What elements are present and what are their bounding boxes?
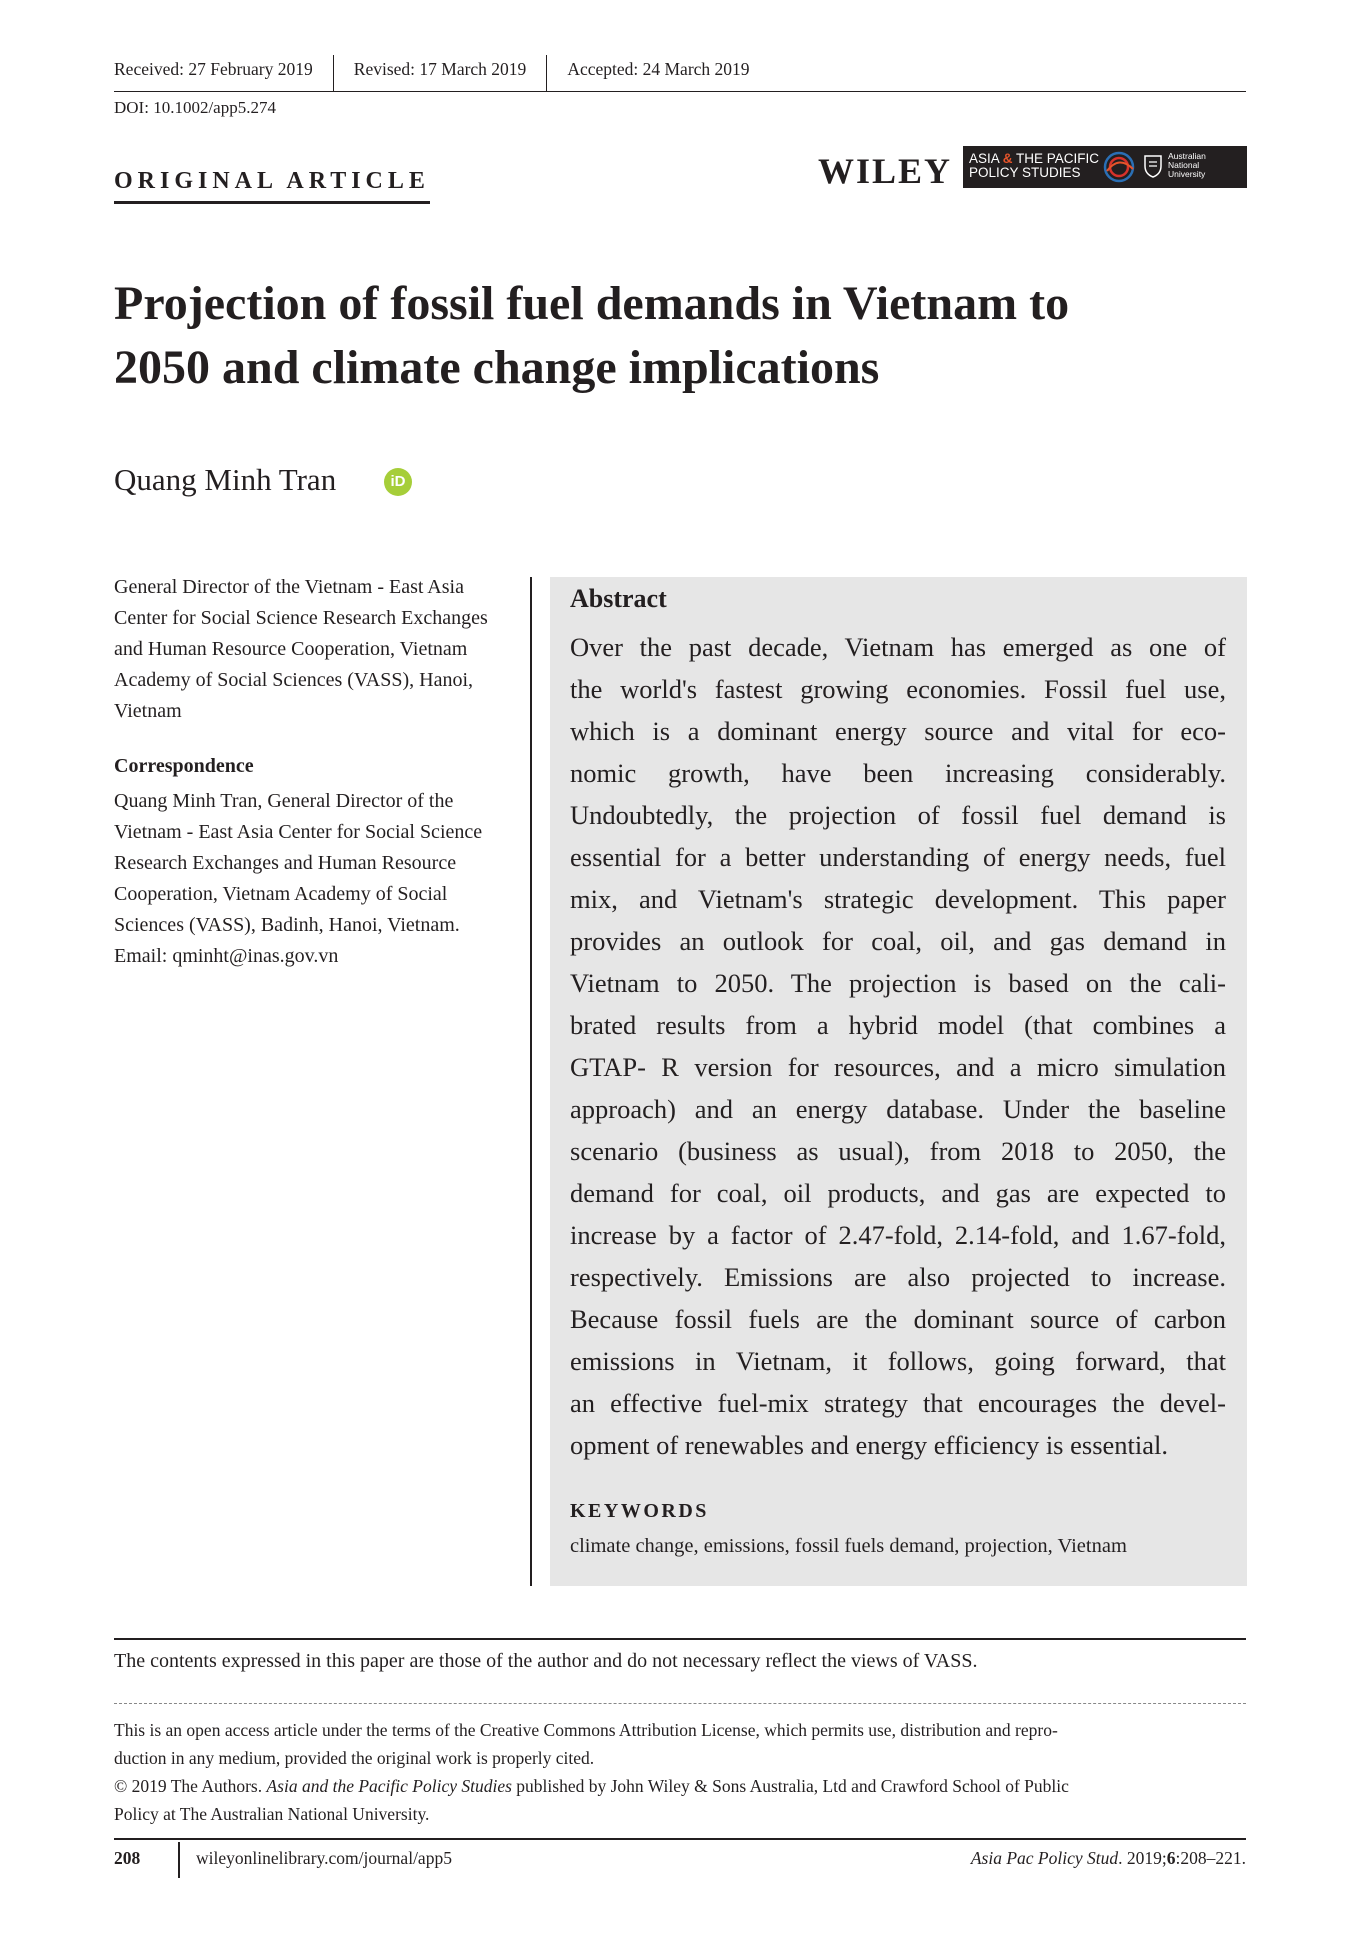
copyright-journal: Asia and the Pacific Policy Studies bbox=[266, 1776, 512, 1796]
cite-volume: 6 bbox=[1166, 1848, 1176, 1868]
abstract-line: respectively. Emissions are also project… bbox=[570, 1262, 1226, 1292]
copyright-text-b: published by John Wiley & Sons Australia… bbox=[511, 1776, 1069, 1796]
abstract-line: Over the past decade, Vietnam has emerge… bbox=[570, 632, 1226, 662]
publisher-logo: WILEY bbox=[818, 151, 953, 191]
copyright-line-2: Policy at The Australian National Univer… bbox=[114, 1804, 430, 1824]
correspondence-email[interactable]: Email: qminht@inas.gov.vn bbox=[114, 945, 339, 967]
abstract-line: Undoubtedly, the projection of fossil fu… bbox=[570, 800, 1226, 830]
keywords-heading: KEYWORDS bbox=[570, 1500, 709, 1522]
abstract-line: Vietnam to 2050. The projection is based… bbox=[570, 968, 1226, 998]
abstract-line: Because fossil fuels are the dominant so… bbox=[570, 1304, 1226, 1334]
author-name[interactable]: Quang Minh Tran bbox=[114, 462, 337, 497]
journal-logo-text-a: ASIA bbox=[969, 151, 1003, 166]
abstract-line: mix, and Vietnam's strategic development… bbox=[570, 884, 1226, 914]
abstract-line: opment of renewables and energy efficien… bbox=[570, 1430, 1168, 1460]
abstract-line: scenario (business as usual), from 2018 … bbox=[570, 1136, 1226, 1166]
abstract-line: the world's fastest growing economies. F… bbox=[570, 674, 1226, 704]
abstract-heading: Abstract bbox=[570, 584, 667, 613]
correspondence-text: Quang Minh Tran, General Director of the… bbox=[114, 790, 483, 936]
cite-year: . 2019; bbox=[1118, 1848, 1167, 1868]
abstract-line: nomic growth, have been increasing consi… bbox=[570, 758, 1226, 788]
abstract-line: increase by a factor of 2.47-fold, 2.14-… bbox=[570, 1220, 1226, 1250]
anu-line2: National bbox=[1168, 160, 1200, 170]
abstract-line: essential for a better understanding of … bbox=[570, 842, 1226, 872]
column-divider bbox=[530, 577, 532, 1586]
author-affiliation: General Director of the Vietnam - East A… bbox=[114, 576, 488, 722]
doi[interactable]: DOI: 10.1002/app5.274 bbox=[114, 98, 276, 117]
abstract-line: demand for coal, oil products, and gas a… bbox=[570, 1178, 1226, 1208]
title-line-1: Projection of fossil fuel demands in Vie… bbox=[114, 277, 1070, 330]
page-number: 208 bbox=[114, 1848, 141, 1868]
revised-date: Revised: 17 March 2019 bbox=[334, 55, 548, 91]
journal-logo-amp: & bbox=[1002, 151, 1013, 166]
keywords-list: climate change, emissions, fossil fuels … bbox=[570, 1535, 1127, 1557]
abstract-line: provides an outlook for coal, oil, and g… bbox=[570, 926, 1226, 956]
page-footer-divider bbox=[114, 1838, 1246, 1840]
abstract-line: an effective fuel-mix strategy that enco… bbox=[570, 1388, 1226, 1418]
cite-pages: :208–221. bbox=[1175, 1848, 1247, 1868]
paper-title: Projection of fossil fuel demands in Vie… bbox=[114, 272, 1254, 400]
orcid-icon[interactable]: iD bbox=[384, 468, 412, 496]
anu-line1: Australian bbox=[1168, 151, 1206, 161]
anu-crest-icon bbox=[1144, 155, 1162, 178]
journal-url[interactable]: wileyonlinelibrary.com/journal/app5 bbox=[196, 1848, 452, 1868]
citation: Asia Pac Policy Stud. 2019;6:208–221. bbox=[971, 1848, 1246, 1869]
journal-logo-text: ASIA & THE PACIFIC POLICY STUDIES bbox=[969, 152, 1099, 180]
abstract-line: which is a dominant energy source and vi… bbox=[570, 716, 1226, 746]
correspondence-heading: Correspondence bbox=[114, 755, 254, 777]
journal-logo-text-b: THE PACIFIC bbox=[1012, 151, 1100, 166]
title-line-2: 2050 and climate change implications bbox=[114, 341, 880, 394]
received-date: Received: 27 February 2019 bbox=[114, 55, 334, 91]
disclaimer-note: The contents expressed in this paper are… bbox=[114, 1650, 978, 1672]
article-dates: Received: 27 February 2019 Revised: 17 M… bbox=[114, 55, 1246, 92]
journal-circle-icon bbox=[1103, 151, 1135, 183]
anu-logo-text: Australian National University bbox=[1168, 152, 1206, 179]
article-type: ORIGINAL ARTICLE bbox=[114, 168, 430, 204]
license-line-2: duction in any medium, provided the orig… bbox=[114, 1748, 595, 1768]
copyright-text-a: © 2019 The Authors. bbox=[114, 1776, 267, 1796]
anu-line3: University bbox=[1168, 169, 1206, 179]
license-line-1: This is an open access article under the… bbox=[114, 1720, 1058, 1740]
journal-logo: ASIA & THE PACIFIC POLICY STUDIES Austra… bbox=[963, 146, 1247, 188]
abstract-box bbox=[550, 577, 1247, 1586]
journal-logo-text-c: POLICY STUDIES bbox=[969, 165, 1081, 180]
cite-journal: Asia Pac Policy Stud bbox=[970, 1848, 1119, 1868]
license-notice: This is an open access article under the… bbox=[114, 1716, 1246, 1828]
footer-separator bbox=[178, 1842, 180, 1878]
abstract-line: brated results from a hybrid model (that… bbox=[570, 1010, 1226, 1040]
accepted-date: Accepted: 24 March 2019 bbox=[567, 59, 750, 79]
abstract-line: GTAP- R version for resources, and a mic… bbox=[570, 1052, 1226, 1082]
abstract-line: emissions in Vietnam, it follows, going … bbox=[570, 1346, 1226, 1376]
correspondence-block: Quang Minh Tran, General Director of the… bbox=[114, 786, 519, 972]
abstract-body: Over the past decade, Vietnam has emerge… bbox=[570, 626, 1226, 1466]
abstract-line: approach) and an energy database. Under … bbox=[570, 1094, 1226, 1124]
dashed-divider bbox=[114, 1703, 1246, 1704]
footer-divider bbox=[114, 1638, 1246, 1640]
